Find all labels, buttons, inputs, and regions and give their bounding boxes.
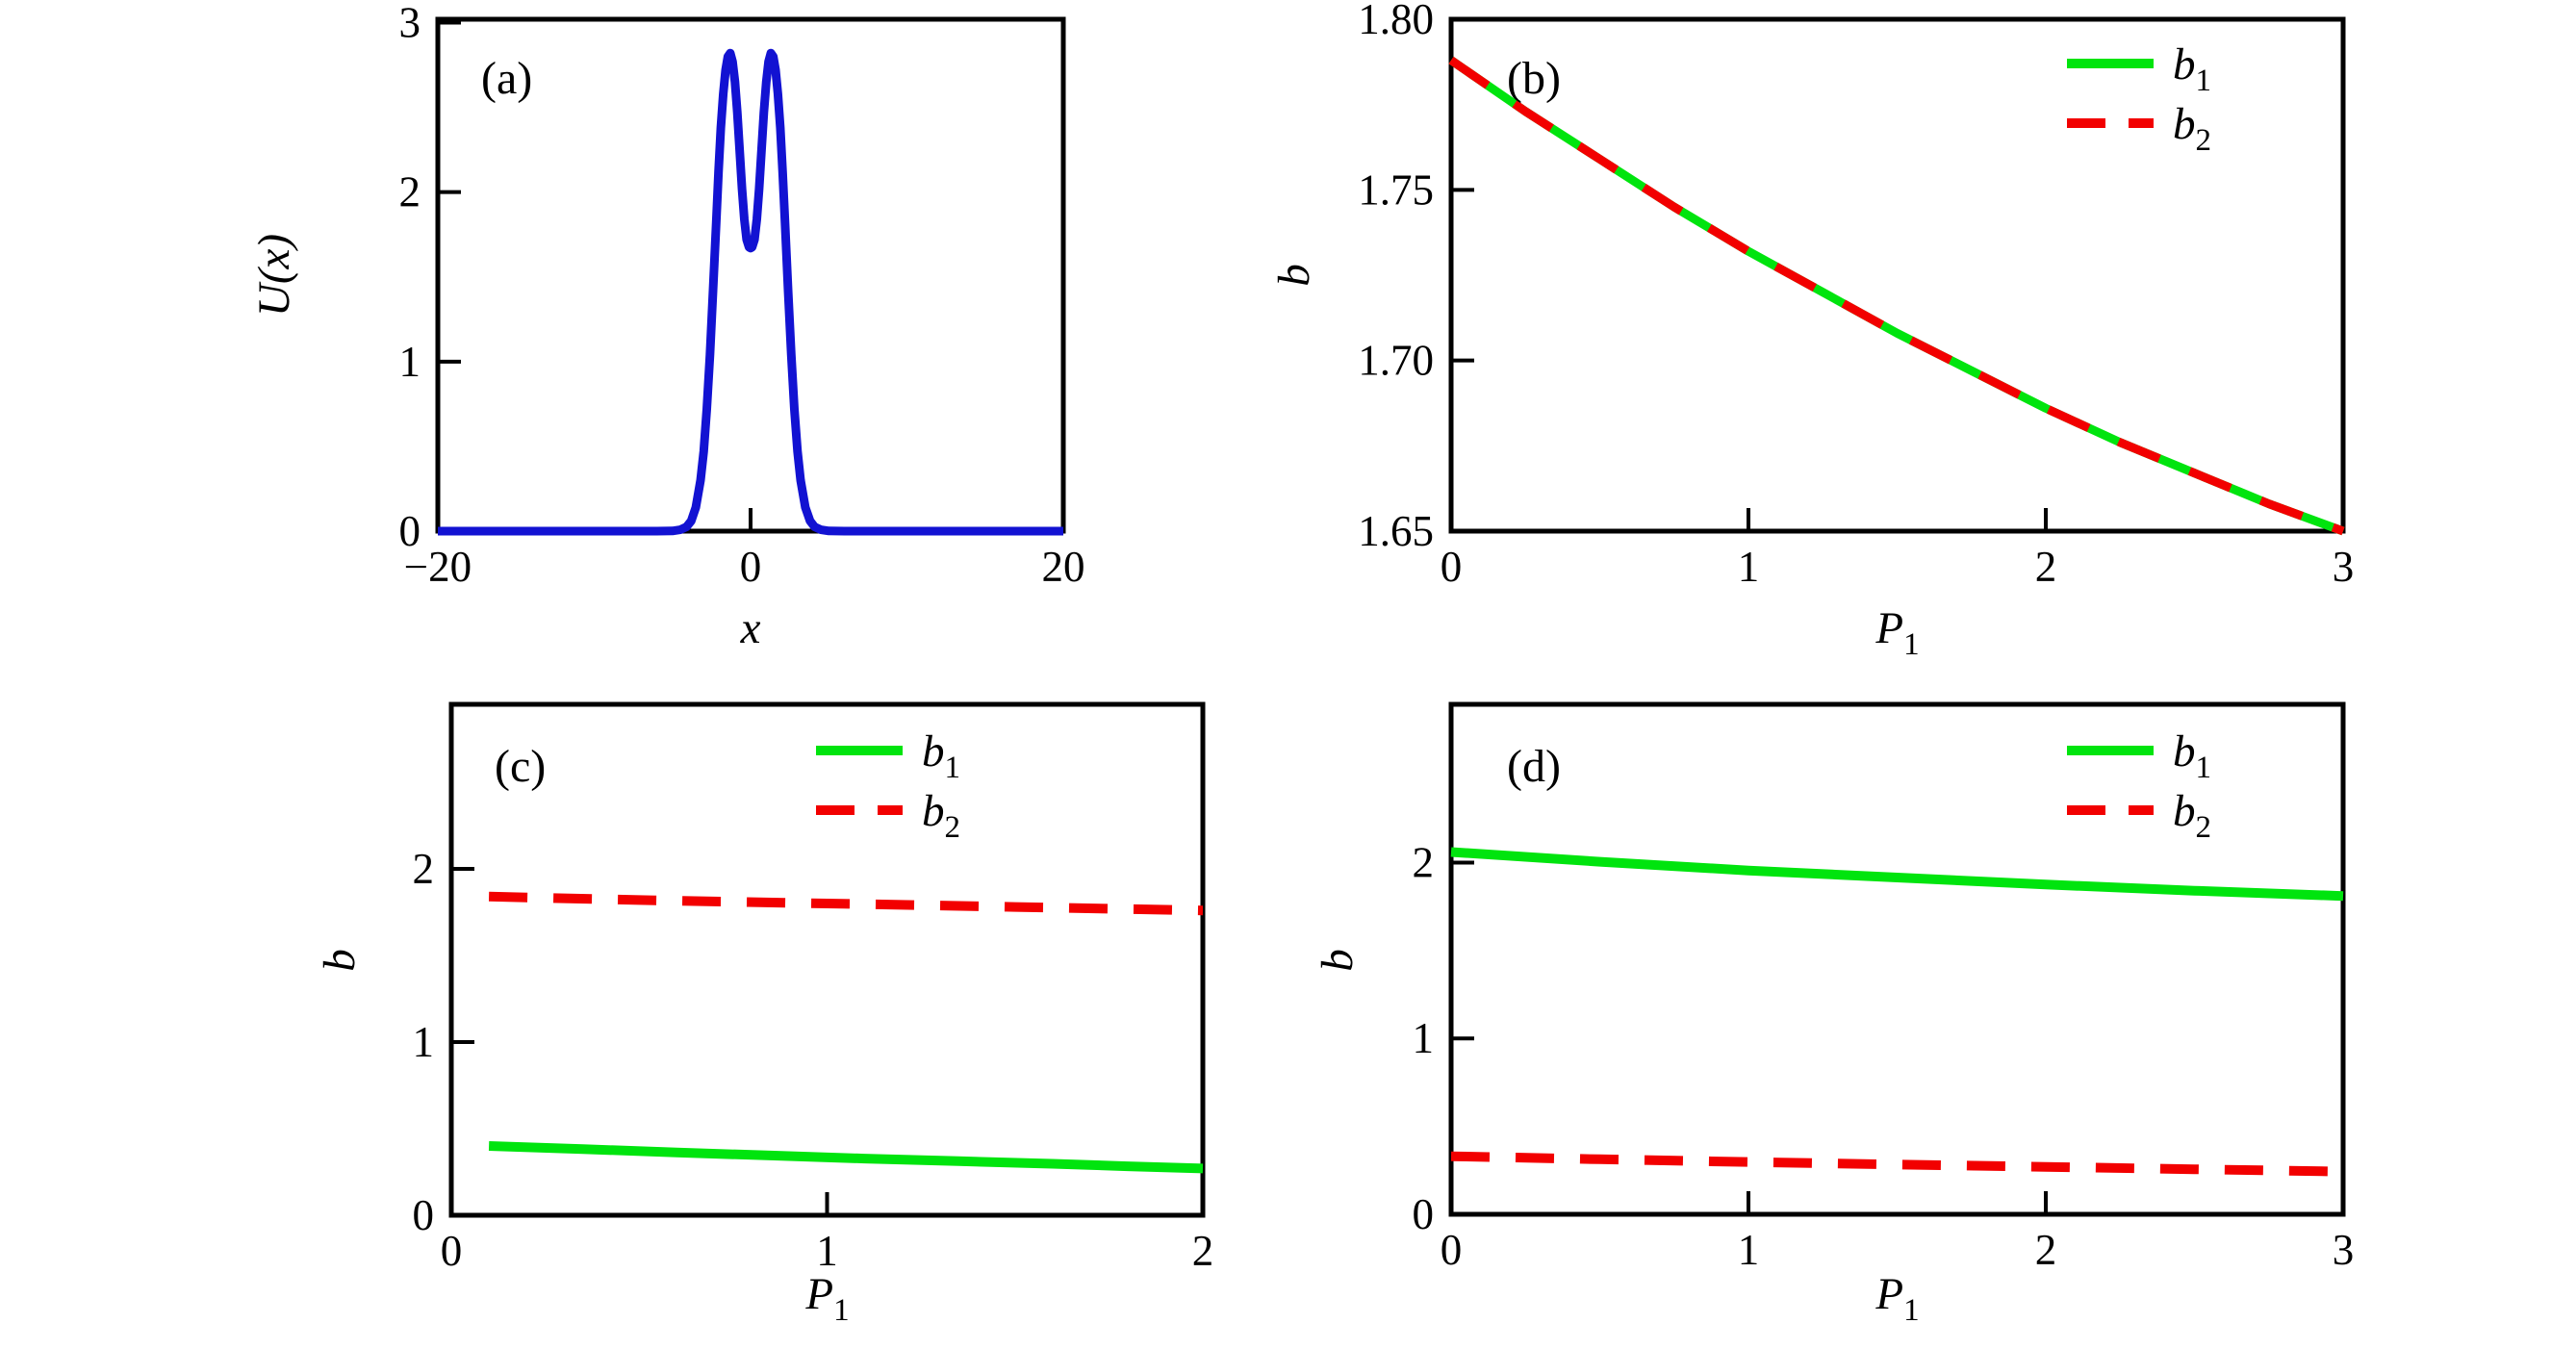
y-tick-label: 1 — [1413, 1014, 1435, 1062]
y-axis-label: U(x) — [249, 234, 299, 317]
legend-label-b2: b2 — [2173, 786, 2211, 845]
x-axis-label: x — [740, 603, 761, 653]
label-main: b — [922, 726, 945, 776]
label-main: P — [1875, 1269, 1903, 1319]
label-main: b — [2173, 39, 2196, 89]
x-tick-label: 0 — [441, 1227, 463, 1275]
x-tick-label: 0 — [1441, 1226, 1463, 1274]
panel-c-frame — [448, 701, 1206, 1218]
y-tick-label: 1.80 — [1358, 0, 1434, 43]
y-tick-label: 2 — [1413, 838, 1435, 886]
label-main: b — [1269, 264, 1319, 287]
y-tick-label: 0 — [399, 507, 421, 555]
legend-label-b1: b1 — [922, 726, 960, 785]
label-subscript: 2 — [2196, 810, 2212, 845]
series-U-line — [438, 48, 1063, 536]
label-subscript: 1 — [833, 1293, 850, 1328]
x-tick-label: 0 — [740, 543, 762, 591]
y-axis-label: b — [1313, 949, 1363, 972]
x-tick-label: 2 — [2035, 1226, 2057, 1274]
panel-tag: (d) — [1507, 741, 1561, 792]
x-tick-label: 1 — [1738, 1226, 1760, 1274]
label-main: x — [740, 603, 761, 653]
series-b1-line — [1450, 847, 2344, 902]
y-tick-label: 3 — [399, 0, 421, 47]
label-subscript: 1 — [2196, 64, 2212, 98]
x-tick-label: 2 — [1192, 1227, 1214, 1275]
label-main: b — [922, 786, 945, 836]
y-tick-label: 2 — [399, 168, 421, 216]
label-subscript: 2 — [2196, 123, 2212, 158]
label-main: P — [1875, 603, 1903, 653]
series-b1-line — [488, 1141, 1204, 1174]
x-tick-label: 1 — [816, 1227, 838, 1275]
series-b2-line — [488, 891, 1204, 916]
x-tick-label: 3 — [2333, 543, 2355, 591]
series-b2-line — [1448, 56, 2345, 536]
legend-label-b1: b1 — [2173, 39, 2211, 98]
panel-tag: (b) — [1507, 53, 1561, 104]
label-subscript: 2 — [945, 810, 961, 845]
label-subscript: 1 — [1903, 627, 1920, 662]
label-main: b — [2173, 99, 2196, 149]
label-main: P — [804, 1269, 833, 1319]
label-main: b — [2173, 726, 2196, 776]
y-tick-label: 1.70 — [1358, 337, 1434, 385]
legend-label-b1: b1 — [2173, 726, 2211, 785]
y-tick-label: 2 — [413, 845, 435, 893]
label-main: b — [1313, 949, 1363, 972]
label-subscript: 1 — [945, 751, 961, 785]
label-main: b — [315, 949, 365, 972]
y-tick-label: 1.65 — [1358, 507, 1434, 555]
panel-a-frame — [435, 16, 1066, 534]
y-tick-label: 1 — [399, 338, 421, 386]
x-axis-label: P1 — [1875, 603, 1919, 662]
x-tick-label: 0 — [1441, 543, 1463, 591]
x-tick-label: 1 — [1738, 543, 1760, 591]
label-main: U(x) — [249, 234, 299, 317]
y-tick-label: 1.75 — [1358, 165, 1434, 214]
x-tick-label: 2 — [2035, 543, 2057, 591]
x-tick-label: −20 — [404, 543, 472, 591]
series-b2-line — [1450, 1151, 2344, 1177]
legend-label-b2: b2 — [922, 786, 960, 845]
y-tick-label: 0 — [413, 1191, 435, 1239]
legend-label-b2: b2 — [2173, 99, 2211, 158]
y-axis-label: b — [315, 949, 365, 972]
x-axis-label: P1 — [804, 1269, 849, 1328]
panel-d-frame — [1448, 701, 2346, 1217]
label-main: b — [2173, 786, 2196, 836]
y-tick-label: 1 — [413, 1018, 435, 1066]
y-axis-label: b — [1269, 264, 1319, 287]
panel-tag: (c) — [495, 741, 546, 792]
panel-b-frame — [1448, 16, 2346, 534]
y-tick-label: 0 — [1413, 1190, 1435, 1238]
panel-tag: (a) — [481, 53, 532, 104]
x-axis-label: P1 — [1875, 1269, 1919, 1328]
x-tick-label: 3 — [2333, 1226, 2355, 1274]
label-subscript: 1 — [1903, 1293, 1920, 1328]
label-subscript: 1 — [2196, 751, 2212, 785]
x-tick-label: 20 — [1042, 543, 1085, 591]
